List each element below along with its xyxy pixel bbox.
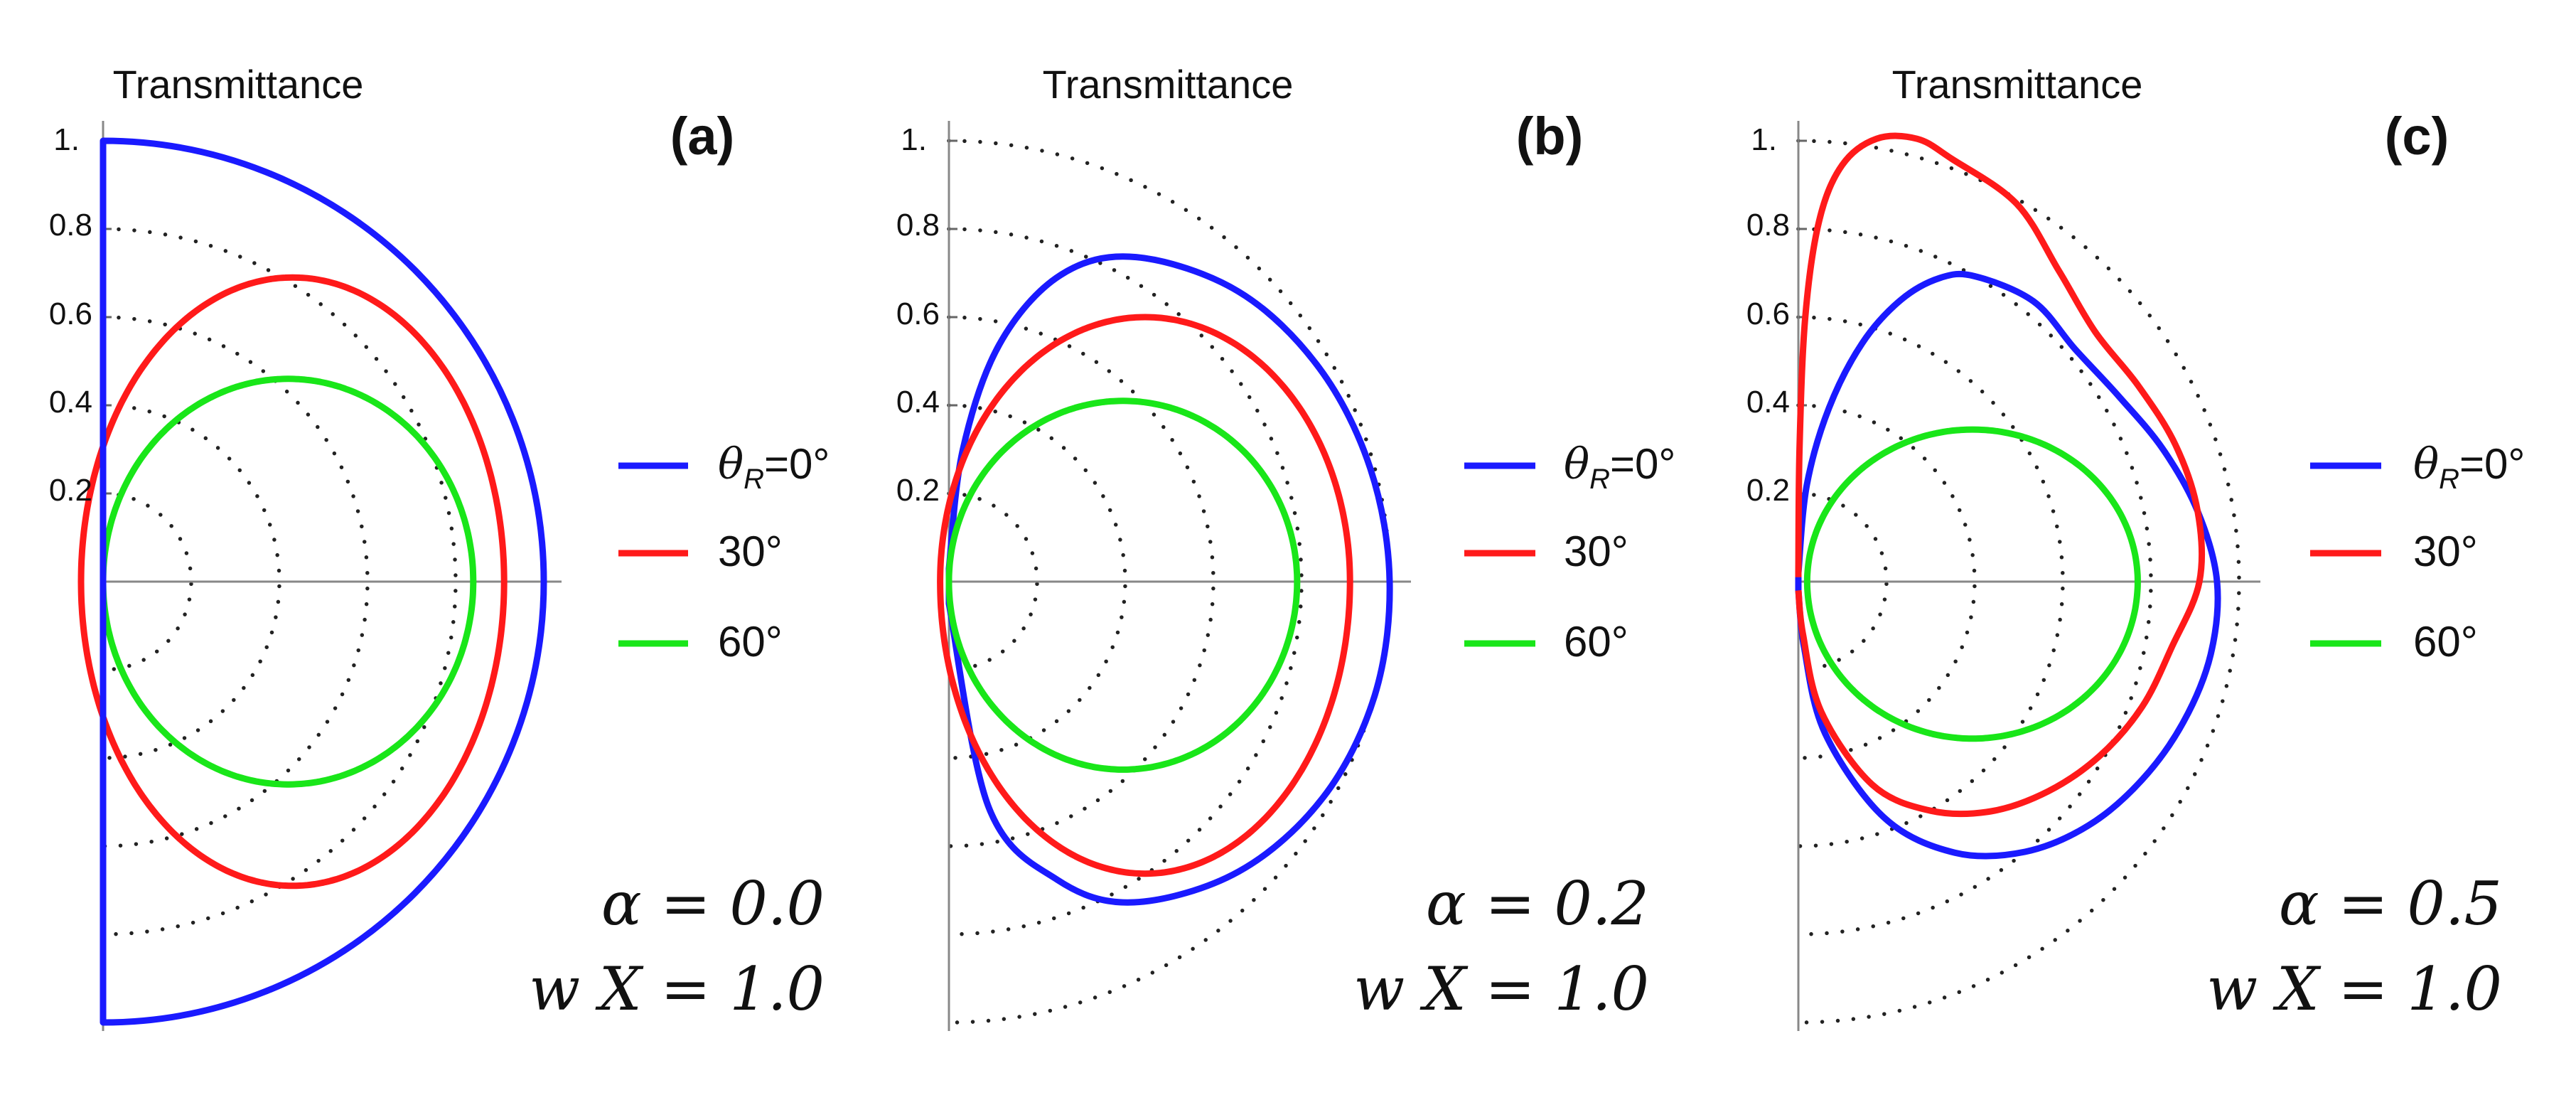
panel-a-label: (a) <box>670 107 734 166</box>
panel-b-tick-label: 1. <box>901 122 927 157</box>
panel-b-radial-ticks: 0.2 0.4 0.6 0.8 1. <box>896 122 940 508</box>
panel-c-radial-ticks: 0.2 0.4 0.6 0.8 1. <box>1746 122 1790 508</box>
panel-b-label: (b) <box>1516 107 1584 166</box>
series-30deg-curve <box>937 314 1353 877</box>
legend-label-theta0: θR=0° <box>2413 439 2525 495</box>
panel-c-title: Transmittance <box>1892 62 2143 107</box>
grid-circle <box>101 491 193 672</box>
panel-a-tick-label: 1. <box>53 122 80 157</box>
legend-label-theta0: θR=0° <box>718 439 830 495</box>
panel-a-title: Transmittance <box>113 62 364 107</box>
panel-b-tick-label: 0.4 <box>896 385 940 420</box>
series-theta0-curve <box>945 253 1393 906</box>
panel-c-plot <box>1795 121 2260 1031</box>
panel-a-tick-label: 0.6 <box>49 297 92 331</box>
panel-c-legend: θR=0° 30° 60° <box>2310 439 2525 666</box>
panel-a-tick-label: 0.2 <box>49 473 92 508</box>
panel-b-tick-label: 0.6 <box>896 297 940 331</box>
panel-b-alpha-annotation: α = 0.2 <box>1426 869 1649 939</box>
panel-b-plot <box>937 121 1411 1031</box>
series-60deg-curve <box>1803 426 2141 742</box>
panel-c: Transmittance (c) 0.2 0.4 0.6 0.8 1. θR=… <box>1746 62 2525 1031</box>
panel-a-tick-label: 0.4 <box>49 385 92 420</box>
panel-b-tick-label: 0.2 <box>896 473 940 508</box>
panel-b: Transmittance (b) 0.2 0.4 0.6 0.8 1. θR=… <box>896 62 1675 1031</box>
panel-b-legend: θR=0° 30° 60° <box>1464 439 1675 666</box>
panel-a: Transmittance (a) 0.2 0.4 0.6 0.8 1. θR=… <box>49 62 830 1031</box>
series-60deg-curve <box>945 397 1301 773</box>
panel-c-label: (c) <box>2385 107 2449 166</box>
legend-label-30deg: 30° <box>2413 528 2478 575</box>
panel-a-wx-annotation: w X = 1.0 <box>529 954 825 1024</box>
panel-a-tick-label: 0.8 <box>49 208 92 242</box>
panel-c-tick-label: 1. <box>1751 122 1777 157</box>
series-60deg-curve <box>100 375 477 788</box>
panel-c-wx-annotation: w X = 1.0 <box>2206 954 2502 1024</box>
panel-a-plot <box>77 121 562 1031</box>
legend-label-30deg: 30° <box>1564 528 1628 575</box>
legend-label-30deg: 30° <box>718 528 783 575</box>
legend-label-60deg: 60° <box>2413 618 2478 666</box>
grid-circle <box>101 403 281 760</box>
panel-a-legend: θR=0° 30° 60° <box>618 439 830 666</box>
legend-label-60deg: 60° <box>1564 618 1628 666</box>
series-30deg-curve <box>77 274 508 890</box>
panel-c-tick-label: 0.2 <box>1746 473 1790 508</box>
panel-c-alpha-annotation: α = 0.5 <box>2279 869 2502 939</box>
panel-c-tick-label: 0.6 <box>1746 297 1790 331</box>
legend-label-60deg: 60° <box>718 618 783 666</box>
panel-c-tick-label: 0.4 <box>1746 385 1790 420</box>
grid-circle <box>947 403 1127 760</box>
panel-a-radial-ticks: 0.2 0.4 0.6 0.8 1. <box>49 122 92 508</box>
grid-circle <box>1796 491 1889 672</box>
series-30deg-curve <box>1795 132 2206 818</box>
grid-circle <box>1796 403 1977 760</box>
panel-a-alpha-annotation: α = 0.0 <box>601 869 825 939</box>
series-theta0-curve <box>100 137 547 1026</box>
series-theta0-curve <box>1795 270 2221 860</box>
panel-b-wx-annotation: w X = 1.0 <box>1353 954 1649 1024</box>
legend-label-theta0: θR=0° <box>1564 439 1675 495</box>
grid-circle <box>947 491 1039 672</box>
panel-b-tick-label: 0.8 <box>896 208 940 242</box>
panel-c-tick-label: 0.8 <box>1746 208 1790 242</box>
panel-b-title: Transmittance <box>1043 62 1294 107</box>
